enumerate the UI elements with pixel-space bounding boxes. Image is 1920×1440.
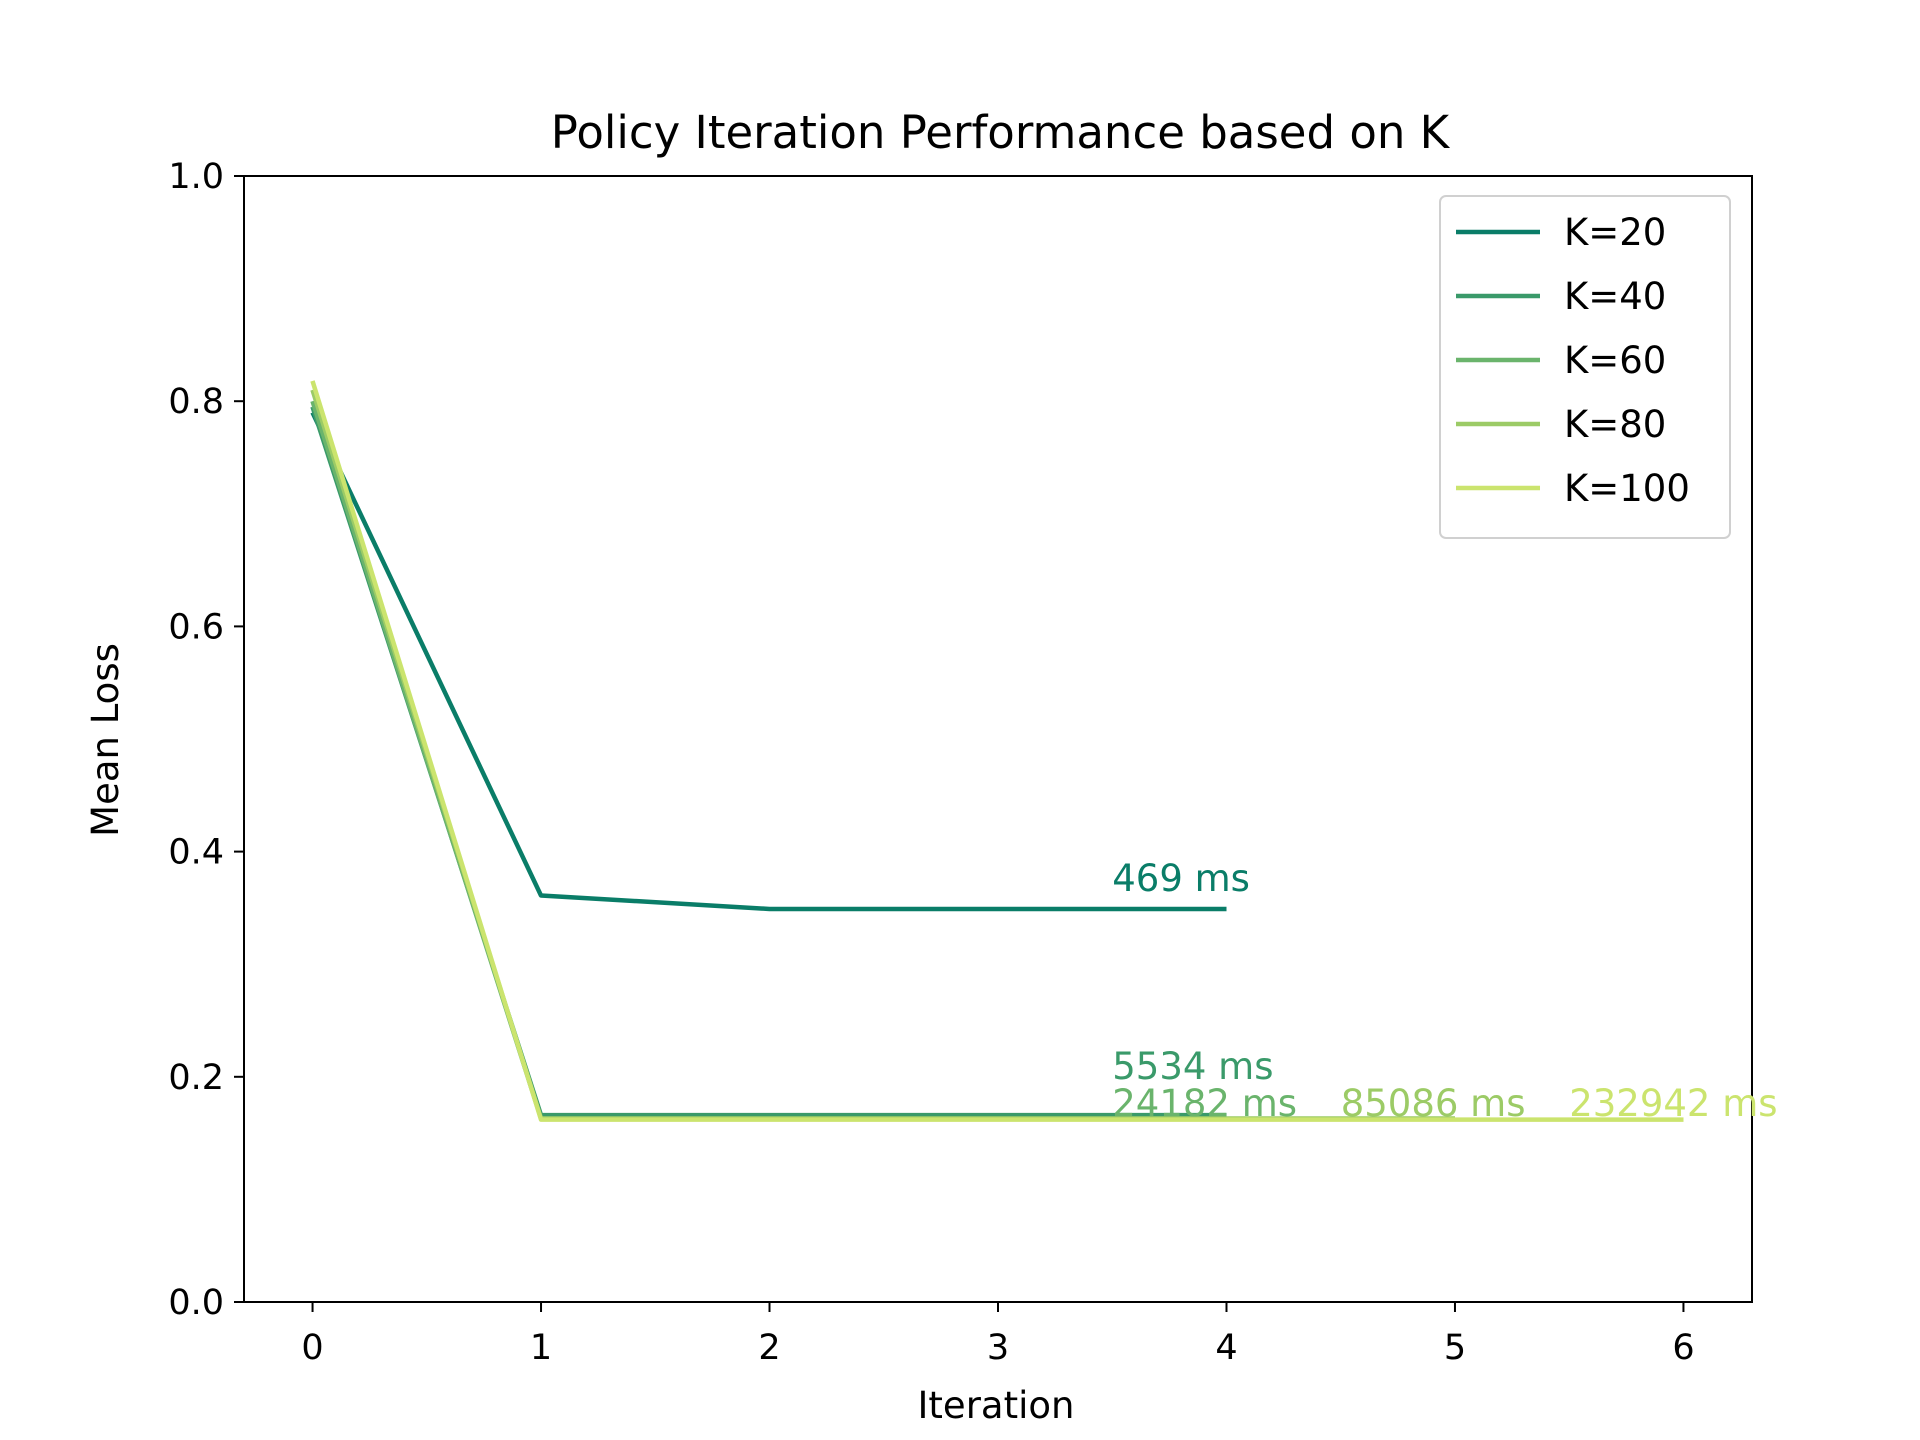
y-tick-label: 0.4 (168, 833, 224, 873)
x-tick-label: 6 (1672, 1328, 1694, 1368)
y-tick-label: 0.6 (168, 607, 224, 647)
series-line-1 (310, 411, 1227, 912)
legend-box (1439, 195, 1731, 539)
legend-label: K=60 (1564, 339, 1666, 382)
y-tick-label: 1.0 (168, 157, 224, 197)
x-tick-label: 5 (1444, 1328, 1466, 1368)
y-tick-label: 0.2 (168, 1058, 224, 1098)
chart-title: Policy Iteration Performance based on K (551, 106, 1451, 159)
x-tick-label: 1 (530, 1328, 552, 1368)
y-tick-label: 0.0 (168, 1283, 224, 1323)
time-annotation-3: 24182 ms (1112, 1082, 1297, 1125)
plot-area (243, 175, 1753, 1303)
legend: K=20 K=40 K=60 K=80 K=100 (1439, 195, 1731, 539)
time-annotation-1: 469 ms (1112, 857, 1250, 900)
legend-label: K=20 (1564, 211, 1666, 254)
axis-ticks: 0 1 2 3 4 5 6 0.0 0.2 0.4 0.6 0.8 1.0 (168, 157, 1694, 1368)
legend-label: K=100 (1564, 467, 1690, 510)
series-line-5 (310, 380, 1684, 1122)
y-tick-label: 0.8 (168, 382, 224, 422)
legend-label: K=40 (1564, 275, 1666, 318)
x-axis-label: Iteration (918, 1384, 1075, 1427)
time-annotation-5: 232942 ms (1569, 1082, 1777, 1125)
x-tick-label: 3 (987, 1328, 1009, 1368)
legend-label: K=80 (1564, 403, 1666, 446)
x-tick-label: 2 (758, 1328, 780, 1368)
x-tick-label: 0 (301, 1328, 323, 1368)
y-axis-label: Mean Loss (84, 643, 127, 837)
time-annotation-2: 5534 ms (1112, 1045, 1273, 1088)
x-tick-label: 4 (1215, 1328, 1237, 1368)
time-annotation-4: 85086 ms (1341, 1082, 1526, 1125)
